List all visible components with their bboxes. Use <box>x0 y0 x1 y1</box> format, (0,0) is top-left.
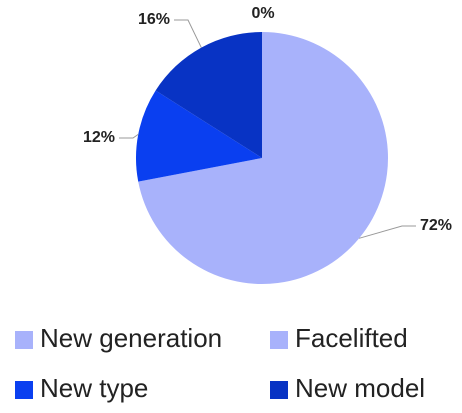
leader-line <box>174 19 202 48</box>
leader-line <box>119 133 139 139</box>
leader-line <box>358 225 416 239</box>
pie-slice <box>138 32 389 284</box>
legend-swatch <box>15 381 33 399</box>
data-label: 72% <box>420 217 452 234</box>
pie-slice <box>136 90 262 182</box>
data-label: 16% <box>138 11 170 28</box>
legend-label: New model <box>295 373 425 403</box>
data-label: 12% <box>83 129 115 146</box>
legend-swatch <box>270 331 288 349</box>
data-label: 0% <box>251 5 274 22</box>
legend-label: New type <box>40 373 148 403</box>
legend-label: Facelifted <box>295 323 408 353</box>
pie-slice <box>155 32 262 158</box>
legend-label: New generation <box>40 323 222 353</box>
legend-swatch <box>15 331 33 349</box>
legend-swatch <box>270 381 288 399</box>
